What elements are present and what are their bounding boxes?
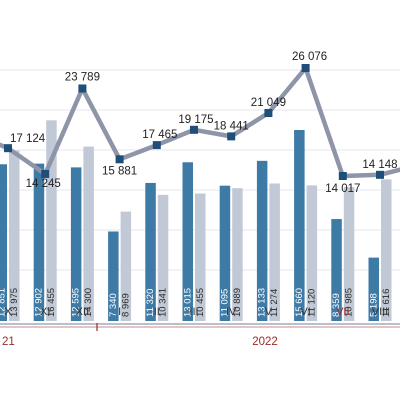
dark-bar-label-10: 5 198	[368, 293, 379, 317]
dark-bar-label-0: 12 851	[0, 288, 7, 317]
line-label-7: 21 049	[251, 97, 286, 109]
month-label-6: IV	[226, 306, 237, 318]
dark-bar-8	[294, 130, 305, 321]
light-bar-label-3: 8 969	[120, 293, 131, 317]
line-label-8: 26 076	[292, 51, 327, 63]
line-label-5: 19 175	[178, 114, 213, 126]
dark-bar-3	[108, 231, 119, 321]
light-bar-label-5: 10 455	[195, 288, 206, 317]
dark-bar-0	[0, 164, 7, 321]
dark-bar-6	[219, 185, 231, 321]
line-label-9: 14 017	[325, 183, 360, 195]
line-point-1	[41, 169, 50, 178]
light-bar-1	[46, 120, 57, 321]
dark-bar-label-6: 11 095	[219, 289, 230, 317]
light-bar-2	[83, 146, 94, 321]
line-label-2: 23 789	[65, 71, 100, 83]
dark-bar-label-7: 13 133	[257, 288, 268, 317]
light-bar-label-6: 10 889	[232, 288, 243, 317]
year-label-left: 21	[2, 336, 15, 348]
light-bar-5	[195, 193, 206, 321]
line-label-4: 17 465	[142, 129, 177, 141]
line-point-6	[227, 132, 236, 141]
month-label-2: XII	[76, 306, 89, 318]
light-bar-3	[120, 211, 132, 321]
dark-bar-7	[256, 160, 268, 321]
light-bar-label-7: 11 274	[269, 289, 280, 317]
month-label-8: VI	[300, 306, 310, 318]
month-label-5: III	[189, 306, 198, 318]
light-bar-label-9: 10 985	[344, 288, 355, 317]
light-bar-4	[157, 194, 169, 321]
dark-bar-label-8: 15 660	[294, 288, 305, 317]
month-label-10: VIII	[372, 306, 389, 318]
dark-bar-2	[70, 167, 82, 321]
light-bar-7	[269, 183, 280, 321]
dark-bar-4	[145, 182, 156, 321]
light-bar-label-2: 14 300	[83, 288, 94, 317]
line-point-10	[376, 170, 384, 179]
dark-bar-label-9: 8 359	[331, 293, 342, 317]
line-point-9	[338, 172, 347, 180]
month-label-3: I	[118, 306, 121, 318]
line-label-1: 14 245	[26, 178, 61, 190]
line-point-5	[190, 125, 198, 134]
light-bar-6	[232, 188, 243, 321]
light-bar-label-8: 11 120	[306, 289, 317, 317]
dark-bar-label-1: 12 902	[33, 288, 44, 317]
light-bar-9	[343, 187, 355, 321]
line-point-4	[152, 141, 161, 150]
light-bar-0	[9, 150, 20, 321]
line-point-3	[115, 155, 124, 164]
dark-bar-1	[33, 163, 45, 321]
line-label-10: 14 148	[362, 159, 397, 171]
light-bar-label-0: 13 975	[9, 288, 20, 317]
light-bar-label-10: 11 616	[381, 289, 392, 317]
light-bar-label-1: 16 455	[46, 288, 57, 317]
line-label-3: 15 881	[102, 165, 137, 177]
month-label-9: VII	[336, 306, 349, 318]
dark-bar-5	[182, 162, 193, 321]
month-label-0: X	[4, 306, 12, 318]
dark-bar-label-4: 11 320	[145, 289, 156, 317]
light-bar-8	[306, 185, 318, 321]
month-label-7: V	[265, 306, 273, 318]
light-bar-label-4: 10 341	[158, 288, 169, 317]
dark-bar-label-5: 13 015	[182, 288, 193, 317]
line-point-2	[78, 84, 87, 93]
line-label-0: 17 124	[10, 133, 46, 145]
dark-bar-9	[331, 219, 342, 321]
year-label-center: 2022	[252, 336, 278, 348]
dark-bar-10	[368, 257, 379, 321]
line-point-7	[264, 109, 273, 118]
line-point-8	[301, 64, 310, 72]
month-label-1: XI	[40, 306, 50, 318]
line-point-0	[4, 144, 12, 153]
month-label-4: II	[154, 306, 160, 318]
dark-bar-label-3: 7 340	[108, 293, 119, 317]
light-bar-10	[381, 179, 392, 321]
dark-bar-label-2: 12 595	[71, 288, 82, 317]
line-label-6: 18 441	[214, 120, 249, 132]
